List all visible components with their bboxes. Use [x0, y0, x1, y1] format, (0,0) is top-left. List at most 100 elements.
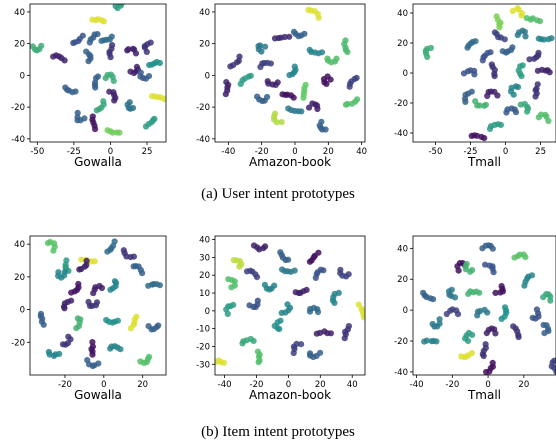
scatter-point	[510, 91, 517, 98]
x-tick-label: 25	[535, 147, 546, 157]
scatter-point	[278, 309, 285, 316]
x-tick-label: 20	[323, 147, 334, 157]
scatter-point	[484, 92, 491, 100]
scatter-point	[127, 68, 134, 75]
scatter-point	[40, 321, 47, 328]
scatter-point	[30, 43, 36, 50]
scatter-point	[327, 76, 334, 83]
scatter-point	[496, 24, 503, 31]
scatter-point	[161, 96, 166, 103]
y-tick-label: 20	[199, 40, 210, 50]
y-tick-label: 0	[205, 71, 210, 81]
scatter-point	[44, 240, 52, 247]
scatter-point	[227, 63, 234, 70]
scatter-point	[139, 270, 146, 277]
scatter-point	[337, 266, 344, 273]
y-tick-label: 0	[20, 71, 25, 81]
scatter-points	[422, 5, 555, 142]
scatter-point	[471, 71, 478, 78]
scatter-point	[95, 360, 102, 367]
scatter-point	[61, 57, 68, 64]
scatter-point	[430, 296, 437, 303]
scatter-point	[443, 310, 450, 318]
scatter-point	[279, 266, 286, 273]
x-tick-label: -50	[428, 147, 442, 157]
scatter-point	[348, 100, 356, 107]
scatter-point	[243, 268, 251, 275]
scatter-panel-1: -50 -25 0 25 -40 -20 0 20 40 Gowalla	[11, 3, 167, 169]
x-tick-label: -40	[221, 147, 235, 157]
scatter-point	[137, 358, 144, 365]
scatter-point	[290, 94, 297, 101]
scatter-point	[100, 98, 107, 105]
scatter-point	[291, 63, 298, 70]
scatter-point	[298, 341, 305, 348]
y-tick-label: 0	[403, 306, 408, 316]
scatter-point	[314, 105, 321, 113]
x-tick-label: -40	[410, 380, 424, 390]
scatter-point	[285, 256, 292, 263]
scatter-point	[117, 346, 124, 353]
scatter-point	[68, 289, 75, 296]
scatter-point	[469, 331, 476, 338]
scatter-point	[114, 317, 121, 324]
y-tick-label: -20	[196, 342, 210, 352]
scatter-point	[255, 359, 262, 366]
scatter-point	[551, 357, 556, 364]
scatter-point	[81, 115, 88, 122]
axes-frame	[214, 3, 366, 143]
y-tick-label: -20	[11, 338, 25, 348]
y-tick-label: 40	[199, 236, 210, 246]
scatter-point	[436, 320, 443, 327]
scatter-point	[484, 309, 491, 316]
scatter-point	[277, 317, 284, 324]
scatter-point	[522, 33, 529, 40]
scatter-point	[535, 114, 542, 121]
scatter-panel-5: -40 -20 0 20 40 -30 -20 -10 0 10 20 30 40 Amazon-book	[196, 236, 366, 402]
y-tick-label: 0	[20, 306, 25, 316]
scatter-point	[541, 330, 548, 337]
scatter-point	[424, 53, 431, 61]
scatter-point	[346, 83, 353, 90]
scatter-points	[215, 242, 365, 366]
y-tick-label: -40	[394, 129, 408, 139]
y-tick-label: 10	[199, 289, 210, 299]
x-tick-label: 0	[101, 380, 106, 390]
scatter-point	[65, 333, 72, 340]
x-tick-label: 20	[518, 380, 529, 390]
x-axis-label: Tmall	[467, 388, 501, 402]
y-tick-label: 20	[14, 273, 25, 283]
scatter-point	[89, 16, 96, 23]
x-tick-label: 0	[503, 147, 508, 157]
x-axis-label: Gowalla	[74, 155, 122, 169]
y-tick-label: -40	[394, 368, 408, 378]
x-tick-label: -40	[218, 380, 232, 390]
scatter-point	[503, 109, 510, 116]
scatter-panel-3: -50 -25 0 25 -40 -20 0 20 40 Tmall	[394, 3, 556, 169]
y-tick-label: 0	[403, 69, 408, 79]
scatter-point	[492, 289, 499, 296]
x-tick-label: 0	[485, 380, 490, 390]
scatter-point	[509, 7, 516, 15]
x-axis-label: Amazon-book	[249, 388, 331, 402]
axes-frame	[29, 3, 167, 143]
scatter-point	[497, 121, 504, 128]
x-tick-label: 40	[347, 380, 358, 390]
x-tick-label: 0	[286, 380, 291, 390]
scatter-point	[92, 84, 99, 91]
scatter-point	[98, 284, 105, 292]
scatter-point	[526, 56, 533, 63]
scatter-point	[222, 91, 229, 98]
scatter-point	[89, 113, 96, 120]
scatter-point	[262, 43, 269, 50]
scatter-point	[247, 72, 254, 79]
scatter-point	[448, 286, 455, 293]
x-tick-label: -50	[30, 147, 44, 157]
scatter-point	[130, 45, 137, 52]
scatter-point	[342, 101, 350, 108]
scatter-point	[109, 42, 116, 49]
scatter-point	[483, 330, 490, 337]
scatter-points	[420, 242, 556, 375]
scatter-point	[272, 110, 279, 117]
